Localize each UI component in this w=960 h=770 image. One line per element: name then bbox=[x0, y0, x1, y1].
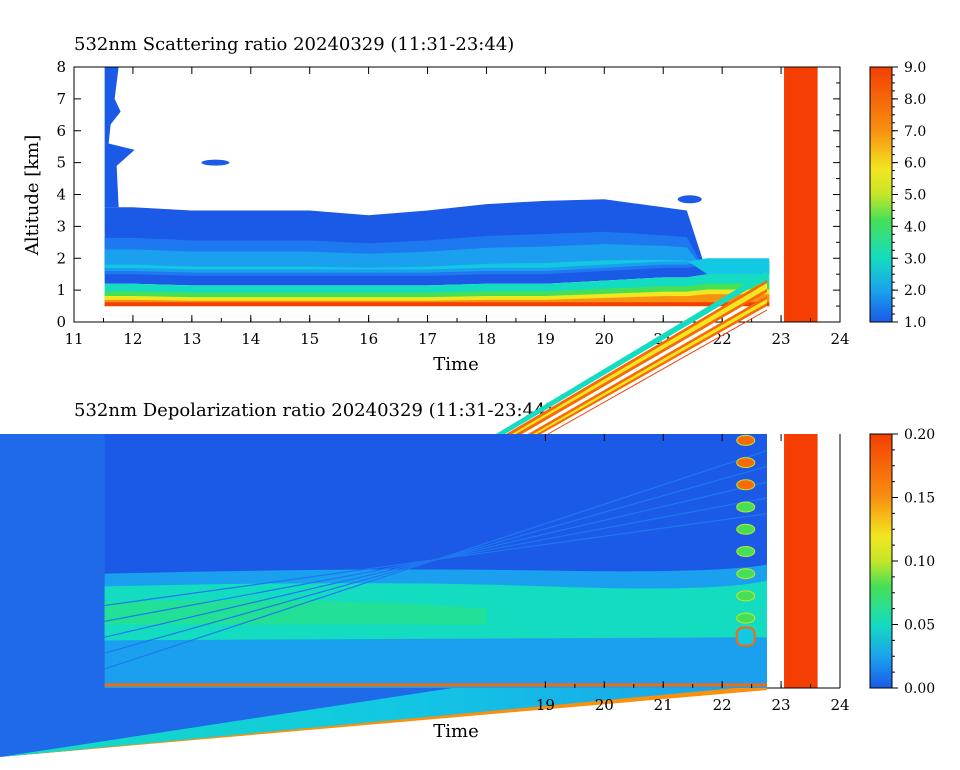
y-tick-label: 4 bbox=[56, 186, 66, 204]
depol-surface-line bbox=[104, 683, 770, 687]
x-tick-label: 23 bbox=[772, 330, 791, 348]
x-tick-label: 19 bbox=[536, 330, 555, 348]
y-tick-label: 2 bbox=[56, 249, 66, 267]
colorbar-tick-label: 5.0 bbox=[904, 188, 926, 204]
x-tick-label: 20 bbox=[595, 696, 614, 714]
depolarization-x-ticks: 19 20 21 22 23 24 bbox=[536, 434, 850, 714]
x-tick-label: 13 bbox=[182, 330, 201, 348]
scattering-colorbar-ticks: 1.0 2.0 3.0 4.0 5.0 6.0 7.0 8.0 9.0 bbox=[892, 60, 926, 331]
y-tick-label: 6 bbox=[56, 122, 66, 140]
depol-spot bbox=[736, 434, 756, 446]
x-tick-label: 15 bbox=[300, 330, 319, 348]
scattering-saturated-block bbox=[784, 67, 818, 322]
colorbar-tick-label: 7.0 bbox=[904, 124, 926, 140]
depolarization-artifact-streak bbox=[0, 685, 767, 757]
depol-spot bbox=[736, 457, 756, 469]
depolarization-title: 532nm Depolarization ratio 20240329 (11:… bbox=[74, 400, 553, 421]
colorbar-tick-label: 0.20 bbox=[904, 427, 935, 443]
y-tick-label: 8 bbox=[56, 58, 66, 76]
x-tick-label: 22 bbox=[713, 696, 732, 714]
depol-band-green bbox=[104, 600, 487, 625]
scattering-colorbar bbox=[869, 66, 893, 323]
y-tick-label: 1 bbox=[56, 281, 66, 299]
x-tick-label: 12 bbox=[123, 330, 142, 348]
colorbar-tick-label: 6.0 bbox=[904, 156, 926, 172]
x-tick-label: 16 bbox=[359, 330, 378, 348]
y-tick-label: 0 bbox=[56, 313, 66, 331]
y-tick-label: 5 bbox=[56, 154, 66, 172]
scattering-band-surface bbox=[104, 302, 770, 307]
x-tick-label: 24 bbox=[830, 696, 849, 714]
colorbar-tick-label: 1.0 bbox=[904, 315, 926, 331]
scattering-plot-area bbox=[104, 67, 818, 322]
depol-spot-loop bbox=[735, 626, 756, 647]
scattering-y-ticks: 0 1 2 3 4 5 6 7 8 bbox=[56, 58, 840, 331]
depol-spot bbox=[736, 523, 756, 535]
x-tick-label: 17 bbox=[418, 330, 437, 348]
scattering-title: 532nm Scattering ratio 20240329 (11:31-2… bbox=[74, 34, 514, 55]
colorbar-tick-label: 3.0 bbox=[904, 251, 926, 267]
depol-spot bbox=[736, 612, 756, 624]
depol-streak bbox=[104, 512, 770, 607]
x-tick-label: 23 bbox=[772, 696, 791, 714]
x-tick-label: 14 bbox=[241, 330, 260, 348]
depolarization-x-label: Time bbox=[433, 721, 478, 742]
colorbar-tick-label: 2.0 bbox=[904, 283, 926, 299]
depolarization-panel: 532nm Depolarization ratio 20240329 (11:… bbox=[0, 400, 935, 757]
x-tick-label: 22 bbox=[713, 330, 732, 348]
x-tick-label: 24 bbox=[830, 330, 849, 348]
colorbar-tick-label: 0.10 bbox=[904, 554, 935, 570]
scattering-plume bbox=[104, 67, 135, 208]
colorbar-tick-label: 8.0 bbox=[904, 92, 926, 108]
colorbar-tick-label: 9.0 bbox=[904, 60, 926, 76]
x-tick-label: 20 bbox=[595, 330, 614, 348]
scattering-cloud-patch bbox=[201, 159, 230, 166]
x-tick-label: 19 bbox=[536, 696, 555, 714]
depol-spot bbox=[736, 590, 756, 602]
scattering-bands bbox=[104, 67, 770, 307]
scattering-x-label: Time bbox=[433, 354, 478, 375]
scattering-y-label: Altitude [km] bbox=[22, 135, 43, 257]
depolarization-spots bbox=[735, 434, 756, 647]
scattering-cloud-patch-2 bbox=[677, 195, 702, 204]
colorbar-tick-label: 0.15 bbox=[904, 491, 935, 507]
depol-spot bbox=[736, 479, 756, 491]
y-tick-label: 3 bbox=[56, 217, 66, 235]
scattering-band-lower2 bbox=[104, 258, 770, 275]
depol-spot bbox=[736, 501, 756, 513]
colorbar-tick-label: 0.00 bbox=[904, 681, 935, 697]
y-tick-label: 7 bbox=[56, 90, 66, 108]
depolarization-colorbar-ticks: 0.00 0.05 0.10 0.15 0.20 bbox=[892, 427, 935, 697]
colorbar-tick-label: 0.05 bbox=[904, 618, 935, 634]
depol-spot bbox=[736, 545, 756, 557]
depol-spot bbox=[736, 568, 756, 580]
colorbar-tick-label: 4.0 bbox=[904, 219, 926, 235]
x-tick-label: 11 bbox=[64, 330, 83, 348]
scattering-panel: 532nm Scattering ratio 20240329 (11:31-2… bbox=[22, 34, 926, 375]
x-tick-label: 21 bbox=[654, 696, 673, 714]
depolarization-bands bbox=[104, 434, 770, 688]
x-tick-label: 18 bbox=[477, 330, 496, 348]
artifact-stripes bbox=[496, 271, 768, 435]
depolarization-saturated-block bbox=[784, 434, 818, 688]
depolarization-colorbar bbox=[869, 433, 893, 689]
